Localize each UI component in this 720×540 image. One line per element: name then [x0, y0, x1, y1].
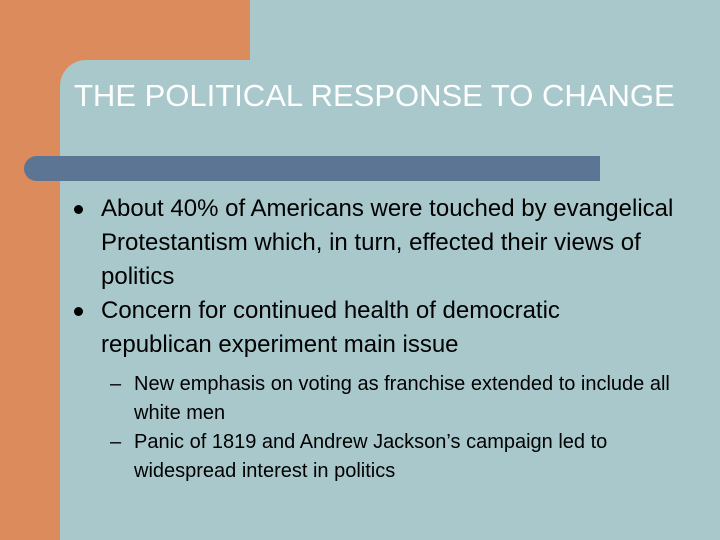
bullet-dot-icon [74, 205, 83, 214]
dash-marker: – [110, 373, 122, 395]
content-panel [60, 60, 720, 540]
bullet-list: About 40% of Americans were touched by e… [74, 192, 674, 486]
bullet-text: About 40% of Americans were touched by e… [101, 195, 674, 290]
sub-bullet-list: – New emphasis on voting as franchise ex… [74, 370, 674, 486]
sub-bullet-text: New emphasis on voting as franchise exte… [134, 373, 670, 424]
dash-marker: – [110, 431, 122, 453]
slide-title: THE POLITICAL RESPONSE TO CHANGE [74, 78, 675, 113]
bullet-item: About 40% of Americans were touched by e… [74, 192, 674, 294]
sub-bullet-item: – Panic of 1819 and Andrew Jackson’s cam… [74, 428, 674, 486]
bullet-text: Concern for continued health of democrat… [101, 297, 560, 358]
bullet-item: Concern for continued health of democrat… [74, 294, 674, 362]
sub-bullet-text: Panic of 1819 and Andrew Jackson’s campa… [134, 431, 608, 482]
background-strip [250, 0, 720, 60]
bullet-dot-icon [74, 307, 83, 316]
sub-bullet-item: – New emphasis on voting as franchise ex… [74, 370, 674, 428]
title-underline-bar [24, 156, 600, 181]
